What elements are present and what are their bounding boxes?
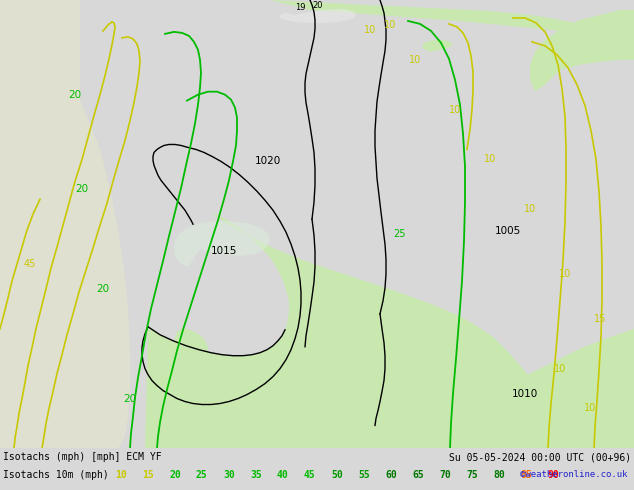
Text: 20: 20 bbox=[124, 393, 136, 404]
Text: 19: 19 bbox=[295, 3, 305, 12]
Text: 1010: 1010 bbox=[512, 389, 538, 398]
Text: 10: 10 bbox=[115, 470, 127, 480]
Polygon shape bbox=[67, 213, 634, 448]
Text: 10: 10 bbox=[409, 55, 421, 65]
Text: 70: 70 bbox=[439, 470, 451, 480]
Text: 20: 20 bbox=[169, 470, 181, 480]
Text: 25: 25 bbox=[394, 229, 406, 239]
Polygon shape bbox=[0, 0, 130, 448]
Text: 65: 65 bbox=[412, 470, 424, 480]
Text: 1020: 1020 bbox=[255, 156, 281, 167]
Text: 45: 45 bbox=[24, 259, 36, 269]
Text: 10: 10 bbox=[554, 364, 566, 374]
Text: Su 05-05-2024 00:00 UTC (00+96): Su 05-05-2024 00:00 UTC (00+96) bbox=[449, 452, 631, 463]
Text: 40: 40 bbox=[277, 470, 288, 480]
Polygon shape bbox=[450, 329, 634, 448]
Text: Isotachs 10m (mph): Isotachs 10m (mph) bbox=[3, 470, 109, 480]
Text: 35: 35 bbox=[250, 470, 262, 480]
Text: 10: 10 bbox=[484, 154, 496, 165]
Text: 10: 10 bbox=[524, 204, 536, 214]
Text: 90: 90 bbox=[547, 470, 559, 480]
Text: 20: 20 bbox=[75, 184, 89, 195]
Text: 80: 80 bbox=[493, 470, 505, 480]
Text: 85: 85 bbox=[520, 470, 532, 480]
Text: 10: 10 bbox=[559, 269, 571, 279]
Text: 10: 10 bbox=[449, 104, 461, 115]
Text: 60: 60 bbox=[385, 470, 397, 480]
Text: 10: 10 bbox=[584, 403, 596, 414]
Text: 10: 10 bbox=[364, 25, 376, 35]
Text: 20: 20 bbox=[68, 90, 82, 99]
Text: 45: 45 bbox=[304, 470, 316, 480]
Polygon shape bbox=[174, 221, 270, 267]
Text: 1005: 1005 bbox=[495, 226, 521, 236]
Polygon shape bbox=[270, 0, 634, 42]
Polygon shape bbox=[280, 9, 356, 23]
Text: 20: 20 bbox=[313, 1, 323, 10]
Text: 75: 75 bbox=[466, 470, 478, 480]
Text: 15: 15 bbox=[594, 314, 606, 324]
Text: 20: 20 bbox=[96, 284, 110, 294]
Text: 25: 25 bbox=[196, 470, 208, 480]
Polygon shape bbox=[422, 40, 452, 52]
Text: 55: 55 bbox=[358, 470, 370, 480]
Text: 1015: 1015 bbox=[211, 246, 237, 256]
Text: 30: 30 bbox=[223, 470, 235, 480]
Text: 15: 15 bbox=[142, 470, 154, 480]
Text: ©weatheronline.co.uk: ©weatheronline.co.uk bbox=[521, 470, 628, 479]
Polygon shape bbox=[530, 10, 634, 92]
Text: 10: 10 bbox=[384, 20, 396, 30]
Polygon shape bbox=[175, 329, 208, 363]
Text: Isotachs (mph) [mph] ECM YF: Isotachs (mph) [mph] ECM YF bbox=[3, 452, 162, 463]
Text: 50: 50 bbox=[331, 470, 343, 480]
